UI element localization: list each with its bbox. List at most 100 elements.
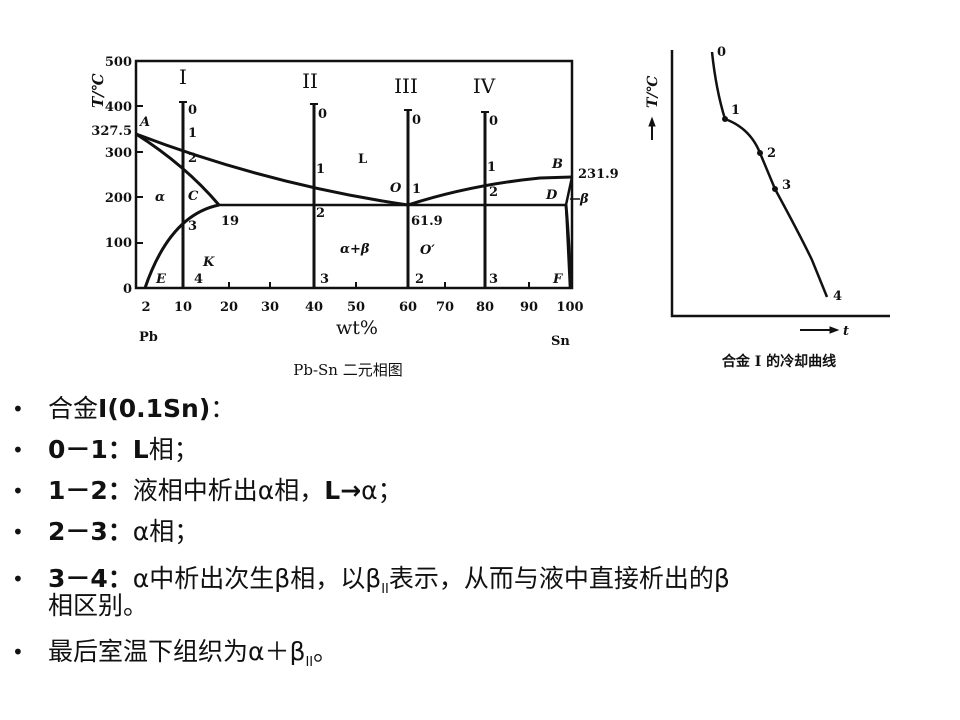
y-tick-label: 327.5 [91,124,132,139]
text-segment: ： [210,394,236,423]
bullet-text: 合金I(0.1Sn)： [48,394,235,424]
text-segment: α相； [132,517,200,546]
alloy-label: III [394,74,418,98]
stage-number: 0 [318,107,327,122]
region-beta: β [579,192,589,207]
y-tick-marks [136,60,143,244]
stage-number: 1 [412,182,421,197]
text-segment: 最后室温下组织为α＋β [48,637,306,666]
bullet-text: 1－2：液相中析出α相，L→α； [48,476,403,506]
text-segment: 2－3： [48,517,133,546]
text-segment: 表示，从而与液中直接析出的β [388,564,730,593]
point-O-prime: O′ [420,243,435,258]
stage-number: 0 [489,114,498,129]
point-D: D [545,188,558,203]
y-tick-label: 200 [105,191,132,206]
bullet-text: 相区别。 [48,591,148,621]
text-segment: 3－4： [48,564,133,593]
x-tick-label: 10 [174,300,192,315]
text-segment: 0－1： [48,435,133,464]
text-segment: 相； [148,435,199,464]
sn-label: Sn [551,334,570,349]
bullet-dot-icon: • [12,397,24,421]
pb-label: Pb [139,330,158,345]
text-segment: 1－2： [48,476,133,505]
alloy-label: IV [473,74,496,98]
y-tick-label: 500 [105,55,132,70]
stage-number: 3 [188,219,197,234]
y-axis-label: T/℃ [89,73,107,108]
stage-number: 2 [415,272,424,287]
alpha-max-solubility: 19 [221,214,239,229]
x-tick-label: 30 [261,300,279,315]
bullet-text: 0－1：L相； [48,435,199,465]
y-tick-label: 300 [105,146,132,161]
x-tick-label: 40 [305,300,323,315]
x-tick-label: 50 [347,300,365,315]
point-A: A [138,115,150,130]
stage-number: 1 [188,126,197,141]
bullet-text: 最后室温下组织为α＋βII。 [48,637,338,678]
text-segment: I(0.1Sn) [98,394,211,423]
text-segment: L [132,435,149,464]
figures: T/℃ 500 400 327.5 300 200 100 0 2 10 20 … [89,45,890,379]
x-axis-label: wt% [336,317,378,339]
cooling-y-label: T/℃ [645,75,661,108]
sn-melting-point: 231.9 [578,167,619,182]
liquidus-line [135,132,573,207]
x-tick-label: 100 [556,300,583,315]
text-segment: α； [361,476,403,505]
bullet-dot-icon: • [12,640,24,664]
eutectic-composition: 61.9 [411,214,443,229]
x-tick-label: 2 [141,300,150,315]
alloy-label: II [302,69,318,93]
region-alpha-beta: α+β [340,242,370,257]
point-K: K [202,255,215,270]
curve-point-label: 2 [767,146,776,161]
phase-diagram [134,59,574,290]
point-O: O [390,181,402,196]
stage-number: 1 [316,162,325,177]
stage-number: 2 [489,185,498,200]
bullet-dot-icon: • [12,438,24,462]
x-tick-marks [228,282,530,288]
y-tick-label: 400 [105,100,132,115]
stage-number: 4 [194,272,203,287]
y-tick-label: 100 [105,236,132,251]
text-segment: L→ [324,476,362,505]
stage-number: 0 [412,113,421,128]
stage-number: 3 [489,272,498,287]
curve-point-label: 3 [782,178,791,193]
x-tick-label: 90 [520,300,538,315]
curve-point-label: 4 [833,289,842,304]
point-C: C [188,189,199,204]
x-tick-label: 20 [220,300,238,315]
bullet-dot-icon: • [12,479,24,503]
x-tick-label: 70 [436,300,454,315]
beta-solvus-line [564,204,573,289]
cooling-curve-chart [648,50,890,334]
stage-number: 1 [487,160,496,175]
text-segment: 相区别。 [48,591,149,620]
phase-diagram-text: T/℃ 500 400 327.5 300 200 100 0 2 10 20 … [89,55,619,379]
stage-number: 3 [320,272,329,287]
alpha-solidus-line [135,132,221,206]
subscript: II [305,655,314,670]
phase-diagram-caption: Pb-Sn 二元相图 [293,361,402,379]
x-tick-label: 80 [476,300,494,315]
bullet-text: 3－4：α中析出次生β相，以βII表示，从而与液中直接析出的β [48,564,730,605]
text-segment: 合金 [48,394,99,423]
cooling-x-label: t [843,324,849,339]
text-segment: 液相中析出α相， [132,476,325,505]
cooling-axes [670,50,890,318]
curve-point-label: 1 [731,103,740,118]
point-B: B [551,157,563,172]
bullet-dot-icon: • [12,567,24,591]
region-liquid: L [358,152,367,167]
alloy-label: I [179,65,187,89]
stage-number: 2 [316,206,325,221]
region-alpha: α [155,190,165,205]
text-segment: α中析出次生β相，以β [132,564,382,593]
bullet-text: 2－3：α相； [48,517,199,547]
point-E: E [155,272,167,287]
